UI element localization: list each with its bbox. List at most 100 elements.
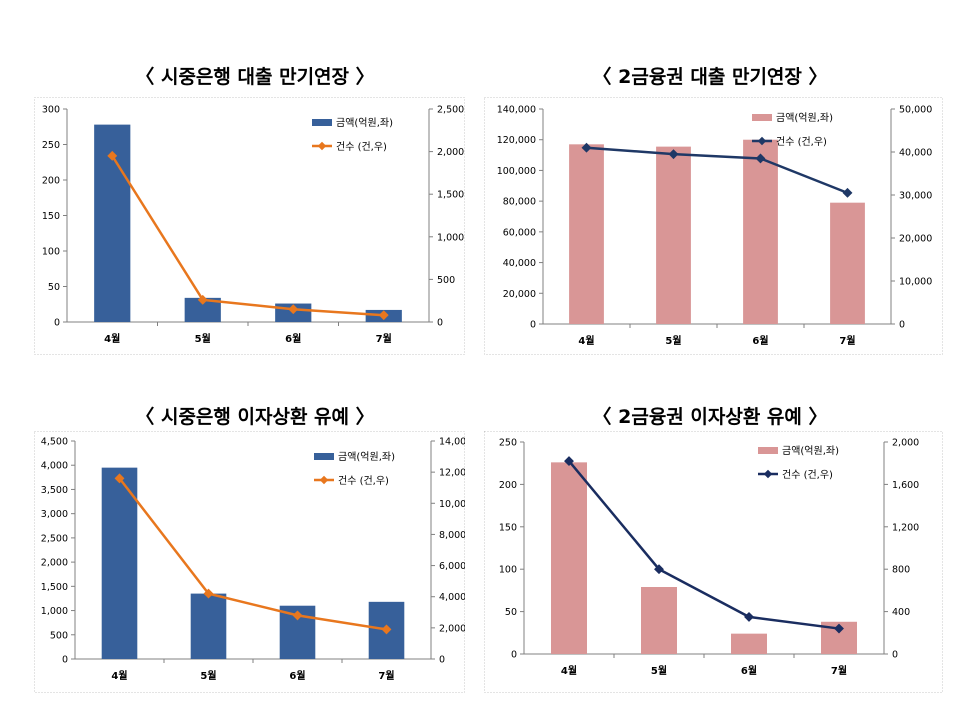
left-tick-label: 3,000	[41, 509, 68, 520]
left-tick-label: 40,000	[503, 258, 536, 269]
right-tick-label: 6,000	[439, 561, 465, 572]
x-tick-label: 6월	[752, 335, 768, 347]
series-line	[111, 155, 384, 317]
right-tick-label: 800	[892, 565, 910, 576]
legend-line-marker	[319, 475, 329, 485]
right-tick-label: 2,000	[892, 438, 919, 449]
bar	[190, 593, 227, 659]
chart-title-3: 〈 시중은행 이자상환 유예 〉	[135, 406, 375, 428]
left-tick-label: 250	[42, 140, 60, 151]
chart-panel-4: 0 50 100 150 200 250 0 400 800 1,200 1,600 2,000 4월 5…	[484, 431, 943, 693]
bar	[641, 587, 677, 654]
x-tick-label: 6월	[741, 665, 757, 677]
right-tick-label: 2,000	[437, 147, 464, 158]
chart-svg-2: 0 20,000 40,000 60,000 80,000 100,000 120,000 1…	[484, 97, 943, 355]
line-point	[842, 187, 853, 198]
bar	[731, 633, 767, 654]
right-tick-label: 10,000	[439, 499, 465, 510]
series-line	[586, 146, 848, 195]
line-point	[654, 564, 664, 575]
x-tick-label: 5월	[195, 333, 211, 345]
right-tick-label: 1,200	[892, 522, 919, 533]
legend-bar-swatch	[312, 119, 332, 126]
left-tick-label: 0	[511, 650, 517, 661]
legend-bar-swatch	[314, 453, 334, 460]
bar	[656, 146, 691, 324]
left-tick-label: 140,000	[497, 105, 536, 116]
left-tick-label: 200	[499, 480, 517, 491]
left-tick-label: 150	[499, 522, 517, 533]
left-tick-label: 0	[54, 318, 60, 329]
chart-svg-3: 0 500 1,000 1,500 2,000 2,500 3,000 3,500 4,000 4…	[34, 431, 472, 693]
bar	[830, 202, 865, 324]
line-point	[107, 150, 118, 161]
line-point	[378, 310, 389, 321]
right-tick-label: 14,000	[439, 437, 465, 448]
legend-line-label: 건수 (건,우)	[782, 469, 833, 481]
left-tick-label: 2,500	[41, 533, 68, 544]
right-tick-label: 20,000	[899, 234, 932, 245]
left-tick-label: 50	[505, 607, 517, 618]
legend-line-marker	[317, 141, 327, 151]
left-tick-label: 100	[499, 565, 517, 576]
chart-frame	[34, 97, 465, 355]
x-tick-label: 7월	[831, 665, 847, 677]
right-tick-label: 8,000	[439, 530, 465, 541]
right-tick-label: 4,000	[439, 592, 465, 603]
right-tick-label: 0	[899, 320, 905, 331]
left-tick-label: 80,000	[503, 197, 536, 208]
right-tick-label: 500	[437, 275, 455, 286]
line-point	[203, 588, 214, 599]
line-point	[744, 611, 754, 622]
right-tick-label: 2,500	[437, 105, 464, 116]
bar	[101, 467, 138, 659]
left-tick-label: 1,000	[41, 606, 68, 617]
left-tick-label: 100,000	[497, 166, 536, 177]
chart-svg-4: 0 50 100 150 200 250 0 400 800 1,200 1,600 2,000 4월 5…	[484, 431, 943, 693]
left-tick-label: 120,000	[497, 135, 536, 146]
right-tick-label: 10,000	[899, 277, 932, 288]
legend-bar-label: 금액(억원,좌)	[782, 445, 839, 457]
right-tick-label: 50,000	[899, 105, 932, 116]
left-tick-label: 200	[42, 176, 60, 187]
x-tick-label: 7월	[839, 335, 855, 347]
line-point	[755, 153, 766, 164]
series-line	[568, 460, 840, 630]
chart-panel-1: 0 50 100 150 200 250 300 0 500 1,000 1,500 2,000 2,5…	[34, 97, 465, 355]
bar	[569, 144, 604, 324]
right-tick-label: 2,000	[439, 623, 465, 634]
legend-bar-label: 금액(억원,좌)	[776, 112, 833, 124]
right-tick-label: 0	[892, 650, 898, 661]
right-tick-label: 1,600	[892, 480, 919, 491]
chart-panel-2: 0 20,000 40,000 60,000 80,000 100,000 120,000 1…	[484, 97, 943, 355]
legend-bar-swatch	[752, 114, 772, 121]
chart-frame	[34, 431, 465, 693]
left-tick-label: 3,500	[41, 485, 68, 496]
line-point	[581, 142, 592, 153]
legend-line-label: 건수 (건,우)	[776, 136, 827, 148]
bar	[551, 462, 587, 654]
x-tick-label: 5월	[200, 670, 216, 682]
chart-panel-3: 0 500 1,000 1,500 2,000 2,500 3,000 3,500 4,000 4…	[34, 431, 472, 693]
chart-title-2: 〈 2금융권 대출 만기연장 〉	[592, 66, 828, 88]
left-tick-label: 4,500	[41, 437, 68, 448]
left-tick-label: 50	[48, 282, 60, 293]
x-tick-label: 4월	[561, 665, 577, 677]
line-point	[564, 456, 574, 467]
left-tick-label: 150	[42, 211, 60, 222]
left-tick-label: 250	[499, 438, 517, 449]
legend-line-label: 건수 (건,우)	[336, 141, 387, 153]
left-tick-label: 300	[42, 105, 60, 116]
chart-svg-1: 0 50 100 150 200 250 300 0 500 1,000 1,500 2,000 2,5…	[34, 97, 465, 355]
right-tick-label: 0	[437, 318, 443, 329]
line-point	[197, 294, 208, 305]
left-tick-label: 60,000	[503, 227, 536, 238]
left-tick-label: 4,000	[41, 461, 68, 472]
x-tick-label: 5월	[665, 335, 681, 347]
x-tick-label: 6월	[285, 333, 301, 345]
legend-bar-label: 금액(억원,좌)	[336, 117, 393, 129]
x-tick-label: 7월	[378, 670, 394, 682]
left-tick-label: 20,000	[503, 289, 536, 300]
left-tick-label: 1,500	[41, 582, 68, 593]
left-tick-label: 100	[42, 247, 60, 258]
